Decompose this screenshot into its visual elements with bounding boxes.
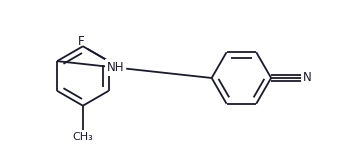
Text: F: F bbox=[78, 35, 84, 48]
Text: NH: NH bbox=[107, 61, 125, 74]
Text: N: N bbox=[303, 71, 312, 84]
Text: CH₃: CH₃ bbox=[72, 132, 93, 142]
